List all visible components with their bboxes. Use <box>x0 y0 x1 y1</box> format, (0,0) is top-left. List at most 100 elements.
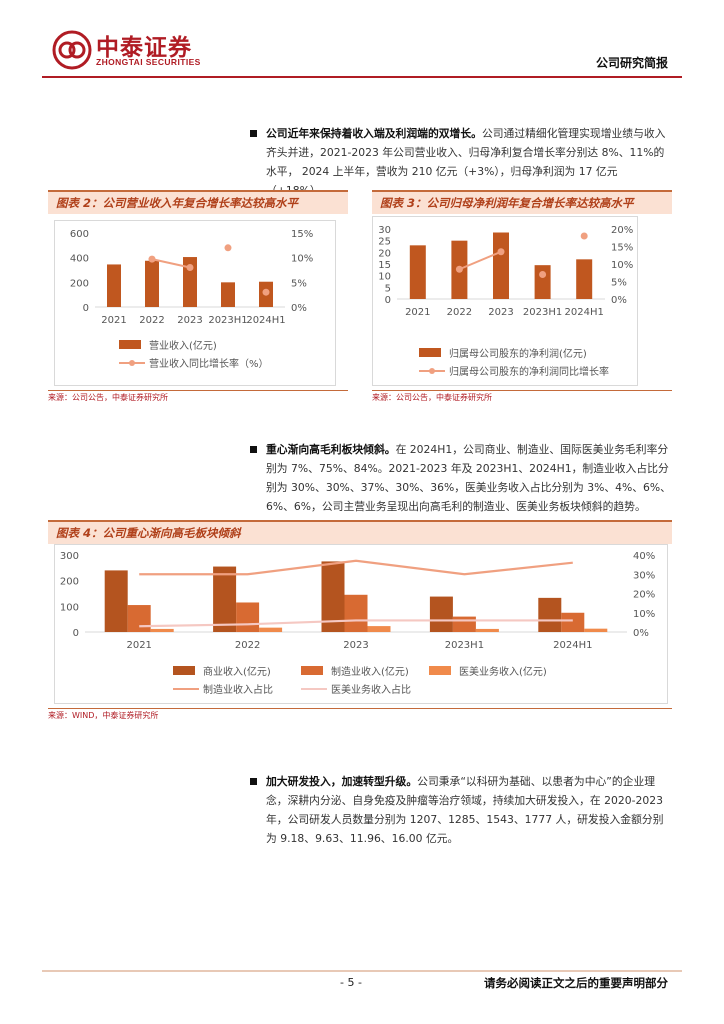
paragraph-lead: 公司近年来保持着收入端及利润端的双增长。 <box>266 127 482 140</box>
x-tick-label: 2023H1 <box>523 307 562 318</box>
paragraph-body: 公司秉承“以科研为基础、以患者为中心”的企业理念，深耕内分泌、自身免疫及肿瘤等治… <box>266 775 664 845</box>
x-tick-label: 2024H1 <box>565 307 604 318</box>
paragraph-lead: 重心渐向高毛利板块倾斜。 <box>266 443 396 456</box>
bar <box>584 628 608 632</box>
bar <box>213 566 237 632</box>
paragraph-body: 在 2024H1，公司商业、制造业、国际医美业务毛利率分别为 7%、75%、84… <box>266 443 671 513</box>
line-point <box>497 248 505 256</box>
logo-emblem-icon <box>52 30 92 70</box>
series-line <box>151 258 191 269</box>
y-right-tick-label: 20% <box>633 590 655 601</box>
bar <box>183 257 197 307</box>
figure-3-source-divider <box>372 390 672 391</box>
y-right-tick-label: 5% <box>611 278 627 289</box>
logo-company-name: 中泰证券 <box>96 35 192 61</box>
bullet-square-icon <box>250 446 257 453</box>
figure-4-title: 图表 4：公司重心渐向高毛板块倾斜 <box>56 526 241 540</box>
bar <box>127 605 151 632</box>
legend-swatch <box>429 666 451 675</box>
y-left-tick-label: 20 <box>378 248 391 259</box>
y-left-tick-label: 100 <box>60 602 79 613</box>
y-left-tick-label: 200 <box>70 278 89 289</box>
y-left-tick-label: 600 <box>70 229 89 240</box>
y-right-tick-label: 10% <box>611 260 633 271</box>
y-left-tick-label: 15 <box>378 260 391 271</box>
figure-2-chart: 0 200 400 600 0% 5% 10% 15% 2021 2022 2023 2023H120… <box>70 229 313 370</box>
legend-swatch <box>301 666 323 675</box>
legend-label: 制造业收入(亿元) <box>331 665 409 678</box>
bar <box>409 245 426 299</box>
y-right-tick-label: 15% <box>611 243 633 254</box>
legend-label: 制造业收入占比 <box>203 683 273 696</box>
figure-4-chart: 0 100 200 300 0% 10% 20% 30% 40% 2021 2022 2023 2023… <box>60 551 655 696</box>
legend-marker <box>129 360 135 366</box>
y-right-tick-label: 15% <box>291 229 313 240</box>
legend-label: 营业收入同比增长率（%） <box>149 357 269 370</box>
legend-label: 医美业务收入(亿元) <box>459 665 547 678</box>
legend-swatch <box>119 340 141 349</box>
legend-label: 医美业务收入占比 <box>331 683 411 696</box>
figure-2-title-bar: 图表 2：公司营业收入年复合增长率达较高水平 <box>48 190 348 214</box>
bar <box>475 628 499 632</box>
legend-swatch <box>173 666 195 675</box>
figure-2-chart-box: 0 200 400 600 0% 5% 10% 15% 2021 2022 2023 2023H1 20… <box>54 220 336 386</box>
x-tick-label: 2021 <box>126 640 151 651</box>
bar <box>367 626 391 632</box>
figure-3-title-bar: 图表 3：公司归母净利润年复合增长率达较高水平 <box>372 190 672 214</box>
paragraph-rd-investment: 加大研发投入，加速转型升级。公司秉承“以科研为基础、以患者为中心”的企业理念，深… <box>250 772 672 848</box>
y-right-tick-label: 20% <box>611 225 633 236</box>
bar <box>344 594 368 632</box>
x-tick-label: 2023 <box>177 315 202 326</box>
figure-3-source: 来源：公司公告，中泰证券研究所 <box>372 393 492 402</box>
x-tick-label: 2021 <box>405 307 430 318</box>
bar <box>321 561 345 632</box>
figure-4-source-divider <box>48 708 672 709</box>
x-tick-label: 2023 <box>488 307 513 318</box>
y-left-tick-label: 25 <box>378 237 391 248</box>
figure-3-title: 图表 3：公司归母净利润年复合增长率达较高水平 <box>380 196 634 210</box>
legend-marker <box>429 368 435 374</box>
figure-4-title-bar: 图表 4：公司重心渐向高毛板块倾斜 <box>48 520 672 544</box>
paragraph-revenue-growth: 公司近年来保持着收入端及利润端的双增长。公司通过精细化管理实现增业绩与收入齐头并… <box>250 124 672 200</box>
paragraph-margin-shift: 重心渐向高毛利板块倾斜。在 2024H1，公司商业、制造业、国际医美业务毛利率分… <box>250 440 672 516</box>
line-point <box>186 264 194 272</box>
y-right-tick-label: 0% <box>633 628 649 639</box>
y-left-tick-label: 400 <box>70 254 89 265</box>
bar <box>104 570 128 632</box>
series-line <box>139 619 573 628</box>
y-right-tick-label: 10% <box>291 254 313 265</box>
line-point <box>224 244 232 252</box>
y-left-tick-label: 300 <box>60 551 79 562</box>
y-left-tick-label: 5 <box>385 283 391 294</box>
y-right-tick-label: 0% <box>611 295 627 306</box>
legend-label: 商业收入(亿元) <box>203 665 271 678</box>
figure-2-title: 图表 2：公司营业收入年复合增长率达较高水平 <box>56 196 299 210</box>
y-left-tick-label: 200 <box>60 577 79 588</box>
y-right-tick-label: 30% <box>633 570 655 581</box>
y-right-tick-label: 10% <box>633 609 655 620</box>
bar <box>145 260 159 307</box>
legend-label: 归属母公司股东的净利润同比增长率 <box>449 365 609 378</box>
bar <box>429 596 453 632</box>
bar <box>538 597 562 632</box>
legend-label: 营业收入(亿元) <box>149 339 217 352</box>
bullet-square-icon <box>250 778 257 785</box>
figure-2-source: 来源：公司公告，中泰证券研究所 <box>48 393 168 402</box>
line-point <box>539 271 547 278</box>
line-point <box>580 232 588 240</box>
y-right-tick-label: 40% <box>633 551 655 562</box>
bar <box>221 282 235 307</box>
series-line <box>459 250 502 271</box>
page-number: - 5 - <box>340 976 362 989</box>
paragraph-lead: 加大研发投入，加速转型升级。 <box>266 775 418 788</box>
y-left-tick-label: 0 <box>83 303 89 314</box>
y-right-tick-label: 0% <box>291 303 307 314</box>
legend-label: 归属母公司股东的净利润(亿元) <box>449 347 587 360</box>
bullet-square-icon <box>250 130 257 137</box>
line-point <box>455 265 463 273</box>
series-line <box>139 559 573 576</box>
x-tick-label: 2023 <box>343 640 368 651</box>
figure-4-source: 来源：WIND，中泰证券研究所 <box>48 711 159 720</box>
footer-divider <box>42 970 682 972</box>
